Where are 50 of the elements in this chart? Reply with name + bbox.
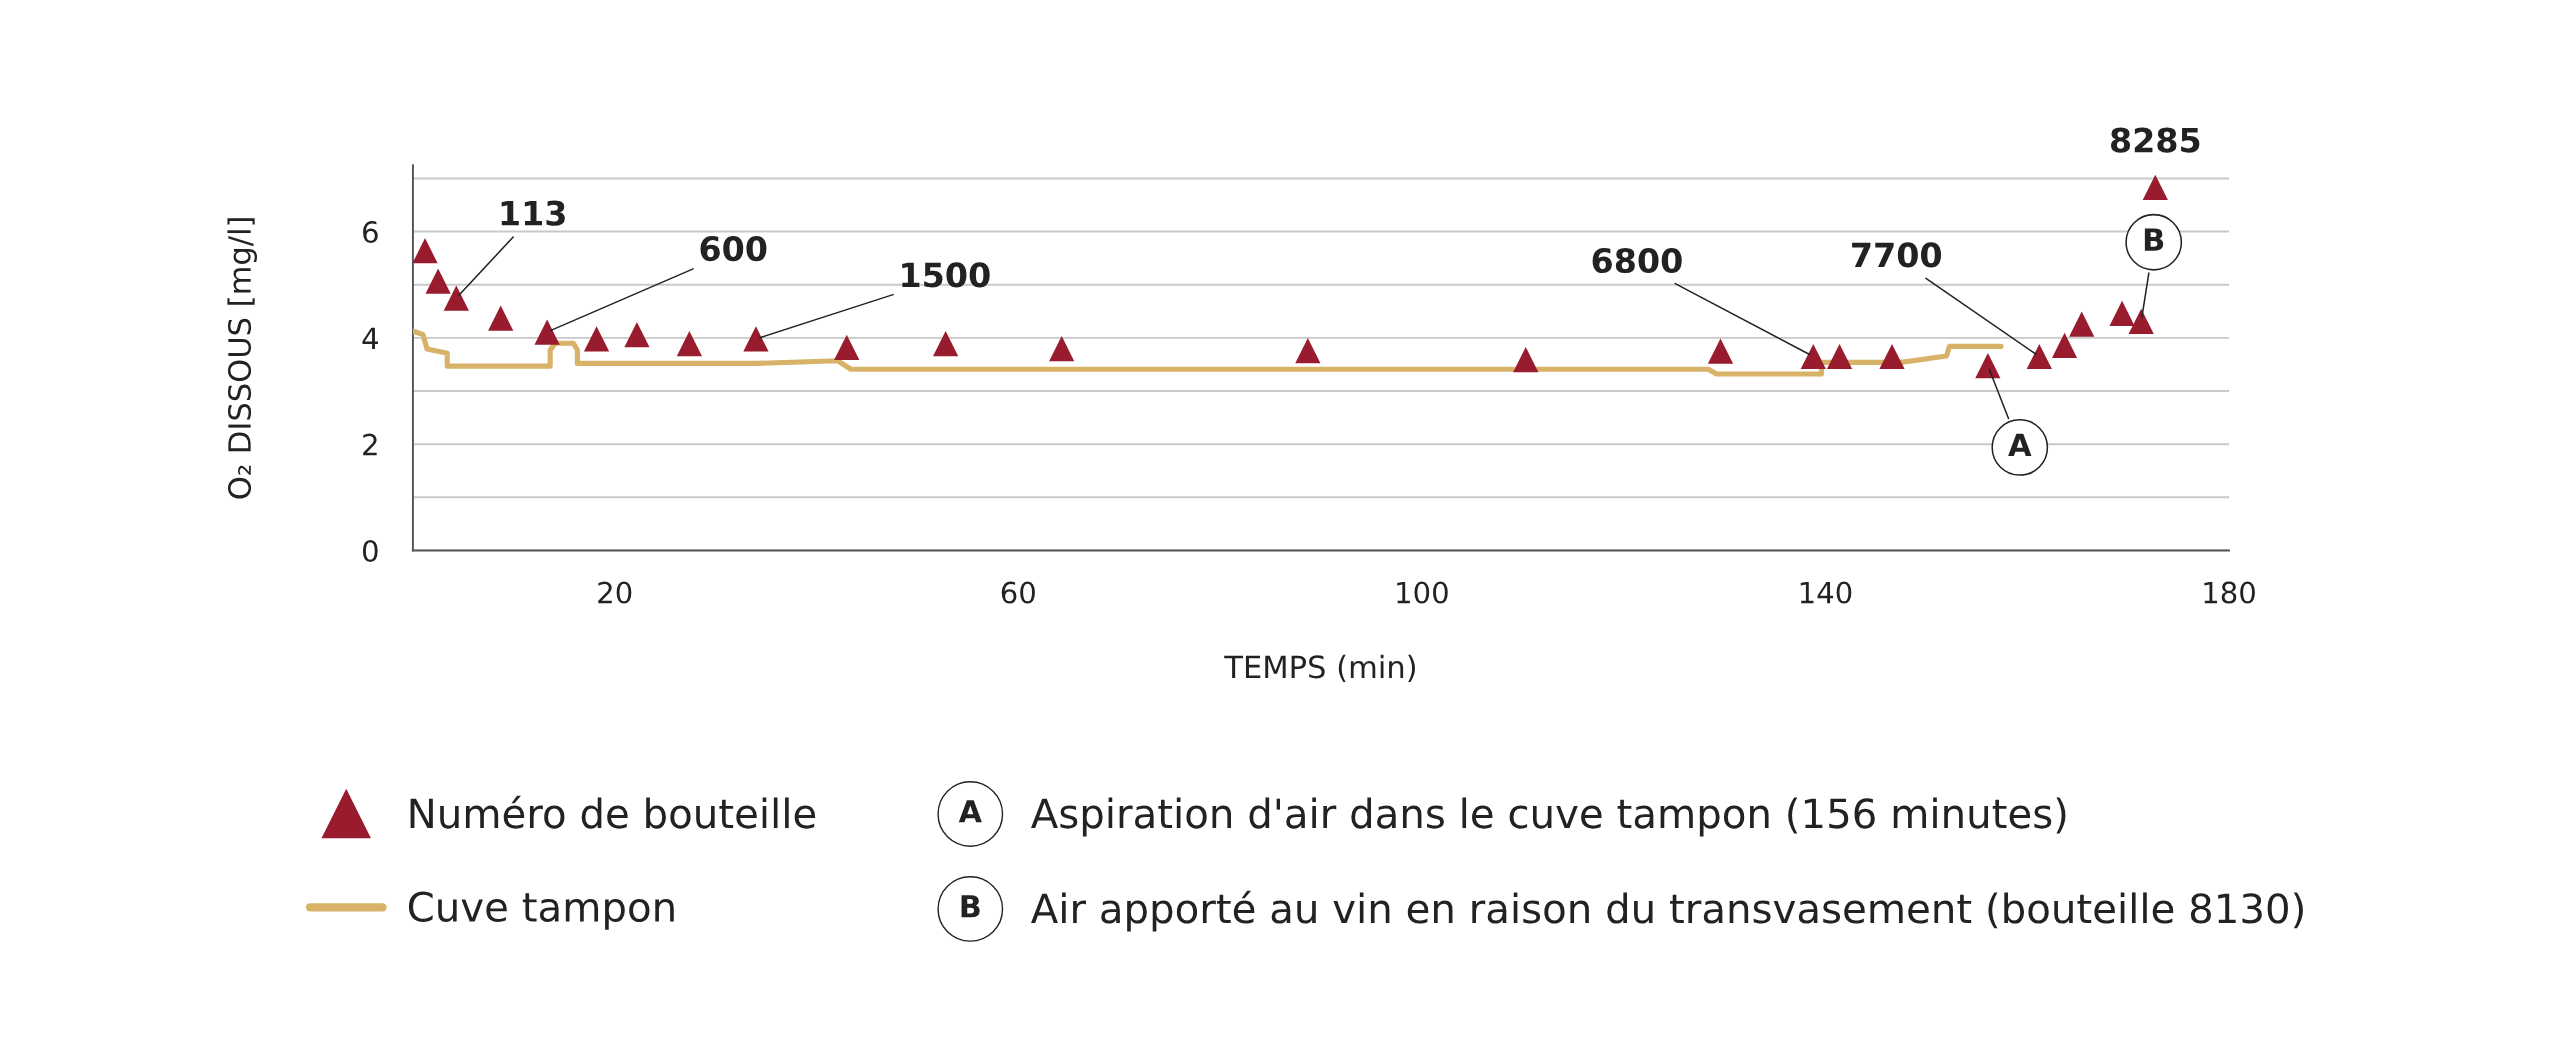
point <box>2069 311 2095 337</box>
point <box>443 285 469 311</box>
y-axis-title: O₂ DISSOUS [mg/l] <box>227 218 257 499</box>
x-tick-label: 60 <box>1001 581 1035 604</box>
point <box>933 331 959 357</box>
point <box>624 322 650 348</box>
point <box>412 238 438 264</box>
legend-label: Numéro de bouteille <box>410 795 816 829</box>
point <box>534 319 560 345</box>
point <box>1513 347 1539 373</box>
point <box>1879 343 1905 370</box>
point <box>2128 308 2154 335</box>
point <box>676 331 702 357</box>
point <box>1049 335 1075 362</box>
point <box>583 326 610 352</box>
point <box>1707 338 1734 364</box>
point <box>743 326 769 352</box>
annotation: 7700 <box>1852 242 1942 268</box>
point <box>1826 343 1853 370</box>
point <box>2142 174 2168 201</box>
text: A <box>958 800 982 823</box>
text: B <box>961 895 980 918</box>
annotation: 113 <box>501 200 565 226</box>
point <box>1295 338 1321 364</box>
point <box>1800 343 1826 370</box>
x-axis-title: TEMPS (min) <box>1224 654 1415 683</box>
x-tick-label: 100 <box>1397 581 1448 604</box>
annotation: 600 <box>700 235 767 262</box>
x-tick-label: 180 <box>2204 581 2255 604</box>
point <box>2109 300 2135 327</box>
x-tick-label: 140 <box>1800 581 1852 604</box>
point <box>2026 343 2052 370</box>
annotation: A <box>2008 433 2032 456</box>
text: Aspiration d'air dans le cuve tampon (156 minutes) <box>1031 797 2066 837</box>
y-tick-label: 6 <box>363 221 378 244</box>
annotation: B <box>2144 228 2164 251</box>
y-tick-label: 2 <box>363 433 377 456</box>
point <box>2051 332 2078 358</box>
text: Air apporté au vin en raison du transvasement (bouteille 8130) <box>1031 890 2303 932</box>
annotation: 8285 <box>2110 127 2200 153</box>
y-tick-label: 4 <box>362 327 378 349</box>
point <box>488 305 514 331</box>
legend-label: Cuve tampon <box>408 891 674 930</box>
annotation: 6800 <box>1592 247 1682 274</box>
point <box>425 268 451 294</box>
y-tick-label: 0 <box>362 539 378 562</box>
point <box>1975 352 2001 379</box>
x-tick-label: 20 <box>598 581 632 604</box>
point <box>834 334 860 361</box>
annotation: 1500 <box>902 262 990 288</box>
